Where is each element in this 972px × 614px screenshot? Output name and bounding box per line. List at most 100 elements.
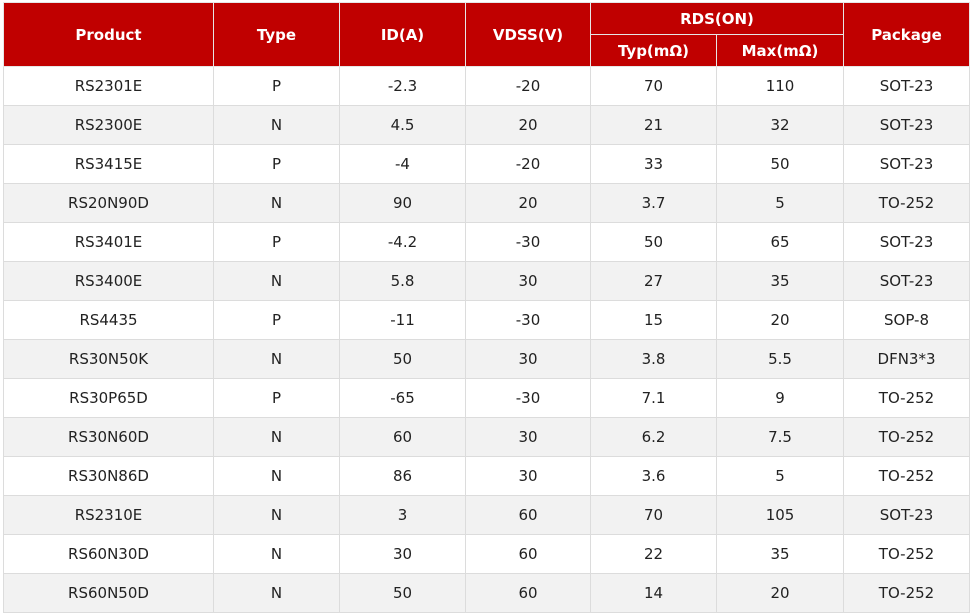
cell-id: 50	[339, 573, 466, 613]
cell-vdss: 20	[465, 183, 591, 223]
cell-id: 90	[339, 183, 466, 223]
table-row: RS2301E P -2.3 -20 70 110 SOT-23	[3, 66, 971, 106]
cell-type: P	[213, 378, 340, 418]
cell-id: 4.5	[339, 105, 466, 145]
cell-type: P	[213, 222, 340, 262]
cell-rds-max: 35	[715, 261, 845, 301]
cell-type: N	[213, 339, 340, 379]
cell-rds-typ: 6.2	[590, 417, 717, 457]
cell-package: TO-252	[843, 417, 971, 457]
cell-type: N	[213, 495, 340, 535]
header-type: Type	[213, 2, 340, 67]
cell-package: DFN3*3	[843, 339, 971, 379]
cell-vdss: -20	[465, 144, 591, 184]
cell-vdss: 30	[465, 339, 591, 379]
cell-type: N	[213, 456, 340, 496]
table-row: RS2310E N 3 60 70 105 SOT-23	[3, 495, 971, 535]
cell-product: RS3401E	[3, 222, 214, 262]
cell-rds-max: 20	[715, 573, 845, 613]
table-row: RS30P65D P -65 -30 7.1 9 TO-252	[3, 378, 971, 418]
cell-package: SOT-23	[843, 495, 971, 535]
cell-package: TO-252	[843, 534, 971, 574]
cell-package: SOT-23	[843, 261, 971, 301]
cell-rds-max: 5	[715, 456, 845, 496]
cell-product: RS2310E	[3, 495, 214, 535]
table-row: RS30N50K N 50 30 3.8 5.5 DFN3*3	[3, 339, 971, 379]
cell-id: 86	[339, 456, 466, 496]
cell-product: RS60N30D	[3, 534, 214, 574]
table-row: RS60N50D N 50 60 14 20 TO-252	[3, 573, 971, 613]
header-vdss: VDSS(V)	[465, 2, 591, 67]
table-row: RS3401E P -4.2 -30 50 65 SOT-23	[3, 222, 971, 262]
cell-rds-typ: 15	[590, 300, 717, 340]
cell-id: -4	[339, 144, 466, 184]
cell-product: RS20N90D	[3, 183, 214, 223]
cell-product: RS30P65D	[3, 378, 214, 418]
cell-package: TO-252	[843, 378, 971, 418]
cell-vdss: 30	[465, 261, 591, 301]
cell-type: N	[213, 105, 340, 145]
cell-vdss: -30	[465, 222, 591, 262]
header-rds-max: Max(mΩ)	[715, 34, 845, 67]
table-row: RS60N30D N 30 60 22 35 TO-252	[3, 534, 971, 574]
cell-rds-max: 105	[715, 495, 845, 535]
cell-product: RS30N50K	[3, 339, 214, 379]
table-row: RS30N86D N 86 30 3.6 5 TO-252	[3, 456, 971, 496]
cell-rds-max: 32	[715, 105, 845, 145]
header-rds-on: RDS(ON)	[589, 2, 845, 35]
cell-rds-typ: 27	[590, 261, 717, 301]
cell-vdss: 30	[465, 456, 591, 496]
cell-package: SOT-23	[843, 105, 971, 145]
cell-product: RS60N50D	[3, 573, 214, 613]
cell-rds-typ: 33	[590, 144, 717, 184]
cell-package: TO-252	[843, 573, 971, 613]
cell-package: SOT-23	[843, 66, 971, 106]
cell-type: N	[213, 183, 340, 223]
header-package: Package	[843, 2, 971, 67]
cell-package: SOT-23	[843, 144, 971, 184]
cell-product: RS30N60D	[3, 417, 214, 457]
cell-vdss: 60	[465, 534, 591, 574]
cell-vdss: -20	[465, 66, 591, 106]
cell-rds-typ: 50	[590, 222, 717, 262]
cell-id: 50	[339, 339, 466, 379]
cell-rds-typ: 21	[590, 105, 717, 145]
cell-package: SOT-23	[843, 222, 971, 262]
cell-type: N	[213, 573, 340, 613]
cell-id: -2.3	[339, 66, 466, 106]
cell-product: RS2301E	[3, 66, 214, 106]
cell-rds-typ: 3.7	[590, 183, 717, 223]
cell-rds-typ: 3.6	[590, 456, 717, 496]
cell-id: 30	[339, 534, 466, 574]
cell-rds-typ: 70	[590, 66, 717, 106]
cell-rds-typ: 14	[590, 573, 717, 613]
cell-rds-typ: 22	[590, 534, 717, 574]
cell-package: TO-252	[843, 183, 971, 223]
cell-vdss: -30	[465, 300, 591, 340]
cell-type: N	[213, 417, 340, 457]
cell-product: RS30N86D	[3, 456, 214, 496]
cell-rds-max: 9	[715, 378, 845, 418]
table-row: RS4435 P -11 -30 15 20 SOP-8	[3, 300, 971, 340]
header-product: Product	[3, 2, 214, 67]
cell-vdss: 60	[465, 573, 591, 613]
cell-product: RS3400E	[3, 261, 214, 301]
cell-rds-max: 20	[715, 300, 845, 340]
cell-id: -4.2	[339, 222, 466, 262]
cell-product: RS3415E	[3, 144, 214, 184]
cell-package: SOP-8	[843, 300, 971, 340]
cell-id: -11	[339, 300, 466, 340]
cell-product: RS2300E	[3, 105, 214, 145]
table-row: RS3415E P -4 -20 33 50 SOT-23	[3, 144, 971, 184]
cell-type: N	[213, 261, 340, 301]
table-row: RS20N90D N 90 20 3.7 5 TO-252	[3, 183, 971, 223]
cell-vdss: -30	[465, 378, 591, 418]
cell-rds-max: 35	[715, 534, 845, 574]
cell-type: P	[213, 144, 340, 184]
cell-type: P	[213, 300, 340, 340]
cell-rds-max: 5	[715, 183, 845, 223]
cell-rds-max: 5.5	[715, 339, 845, 379]
cell-rds-max: 7.5	[715, 417, 845, 457]
cell-id: 60	[339, 417, 466, 457]
header-rds-typ: Typ(mΩ)	[590, 34, 717, 67]
